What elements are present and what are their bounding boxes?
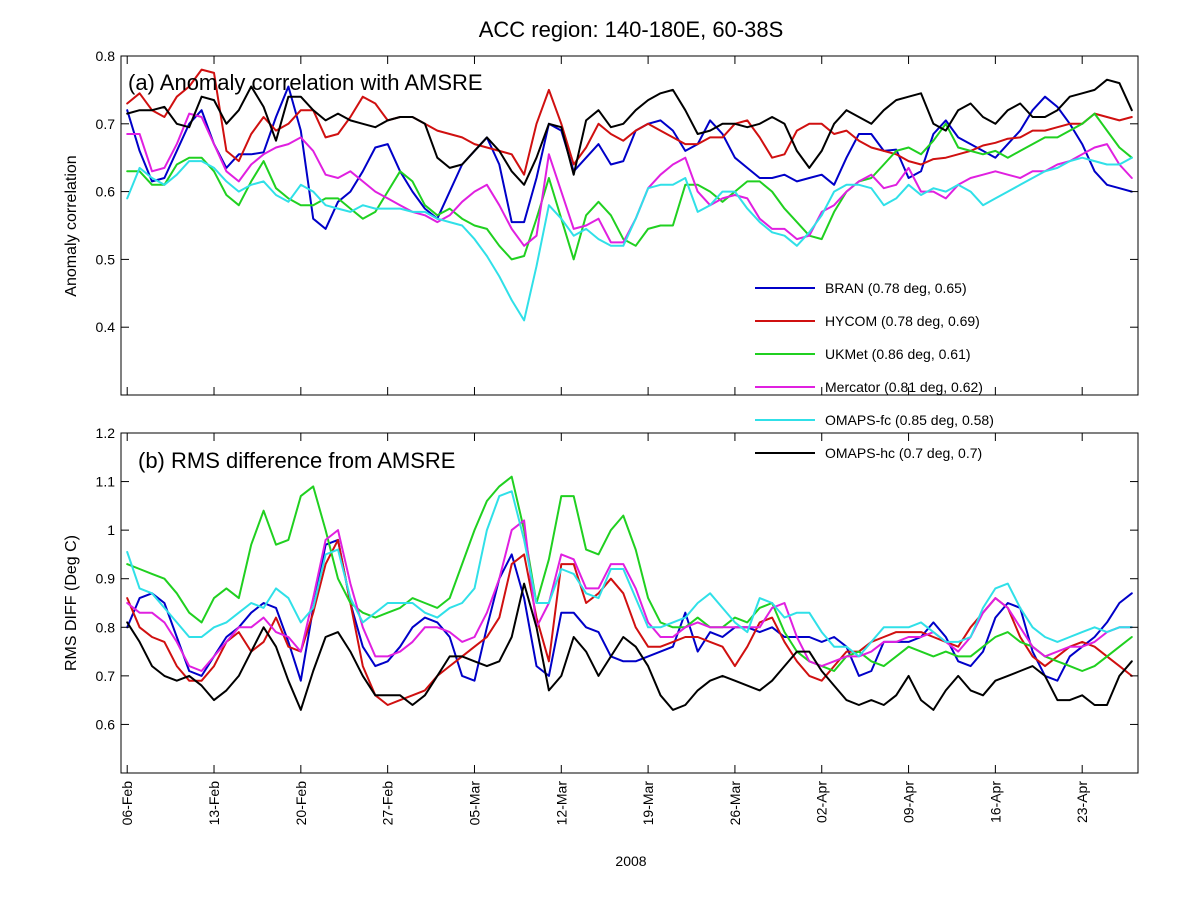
panel-b-x-tick-label-5: 12-Mar [553, 781, 569, 826]
panel-rms-difference: 0.6 0.7 0.8 0.9 1 1.1 1.2 06-Feb 13-Feb 20-Feb 27… [63, 425, 1139, 869]
panel-a-y-tick-label-0: 0.4 [96, 319, 116, 335]
panel-b-y-tick-label-0: 0.6 [96, 716, 116, 732]
legend: BRAN (0.78 deg, 0.65) HYCOM (0.78 deg, 0.… [755, 280, 994, 461]
panel-b-series-line-4 [126, 490, 1133, 658]
x-axis-label: 2008 [615, 853, 646, 869]
panel-a-series-line-4 [126, 156, 1133, 322]
panel-b-y-tick-label-5: 1.1 [96, 474, 116, 490]
legend-label-3: Mercator (0.81 deg, 0.62) [825, 379, 983, 395]
panel-a-series-line-0 [126, 85, 1133, 230]
panel-a-y-tick-label-2: 0.6 [96, 184, 116, 200]
panel-b-x-tick-label-11: 23-Apr [1074, 781, 1090, 823]
panel-b-title: (b) RMS difference from AMSRE [138, 448, 455, 473]
panel-b-x-tick-label-10: 16-Apr [987, 781, 1003, 823]
legend-label-1: HYCOM (0.78 deg, 0.69) [825, 313, 980, 329]
panel-b-x-tick-label-4: 05-Mar [467, 781, 483, 826]
panel-a-axes-frame [120, 55, 1139, 396]
panel-b-y-tick-label-1: 0.7 [96, 668, 116, 684]
panel-a-series-line-5 [126, 78, 1133, 186]
legend-label-5: OMAPS-hc (0.7 deg, 0.7) [825, 445, 982, 461]
panel-b-y-tick-label-4: 1 [107, 522, 115, 538]
legend-label-0: BRAN (0.78 deg, 0.65) [825, 280, 967, 296]
panel-a-series-line-2 [126, 112, 1133, 261]
panel-a-y-tick-label-4: 0.8 [96, 48, 116, 64]
panel-b-y-ticks: 0.6 0.7 0.8 0.9 1 1.1 1.2 [96, 425, 1138, 732]
panel-b-series-group [126, 475, 1133, 711]
panel-a-y-axis-label: Anomaly correlation [63, 155, 80, 296]
panel-b-axes-frame [120, 432, 1139, 774]
panel-b-series-line-1 [126, 538, 1133, 706]
panel-b-x-tick-label-9: 09-Apr [901, 781, 917, 823]
panel-a-y-tick-label-1: 0.5 [96, 251, 116, 267]
panel-a-title: (a) Anomaly correlation with AMSRE [128, 70, 483, 95]
panel-b-x-tick-label-0: 06-Feb [119, 781, 135, 826]
panel-b-x-tick-label-8: 02-Apr [814, 781, 830, 823]
panel-a-y-ticks: 0.4 0.5 0.6 0.7 0.8 [96, 48, 1138, 335]
panel-b-series-line-3 [126, 519, 1133, 672]
panel-b-y-tick-label-3: 0.9 [96, 571, 116, 587]
panel-b-x-tick-label-3: 27-Feb [380, 781, 396, 826]
legend-label-4: OMAPS-fc (0.85 deg, 0.58) [825, 412, 994, 428]
panel-b-x-tick-label-1: 13-Feb [206, 781, 222, 826]
panel-b-x-tick-label-6: 19-Mar [640, 781, 656, 826]
panel-a-series-group [126, 68, 1133, 322]
panel-b-series-line-0 [126, 538, 1133, 682]
legend-label-2: UKMet (0.86 deg, 0.61) [825, 346, 971, 362]
panel-b-y-axis-label: RMS DIFF (Deg C) [63, 535, 80, 671]
panel-b-x-tick-label-7: 26-Mar [727, 781, 743, 826]
panel-b-series-line-5 [126, 582, 1133, 711]
panel-b-x-ticks: 06-Feb 13-Feb 20-Feb 27-Feb 05-Mar 12-Mar 19-M… [119, 433, 1090, 825]
figure-title: ACC region: 140-180E, 60-38S [479, 17, 784, 42]
panel-b-x-tick-label-2: 20-Feb [293, 781, 309, 826]
panel-a-x-ticks [126, 56, 1083, 395]
panel-b-y-tick-label-2: 0.8 [96, 619, 116, 635]
panel-anomaly-correlation: 0.4 0.5 0.6 0.7 0.8 (a) Anomaly correlation … [63, 48, 1139, 396]
panel-a-y-tick-label-3: 0.7 [96, 116, 116, 132]
panel-b-y-tick-label-6: 1.2 [96, 425, 116, 441]
panel-a-series-line-1 [126, 68, 1133, 176]
panel-b-series-line-2 [126, 475, 1133, 672]
